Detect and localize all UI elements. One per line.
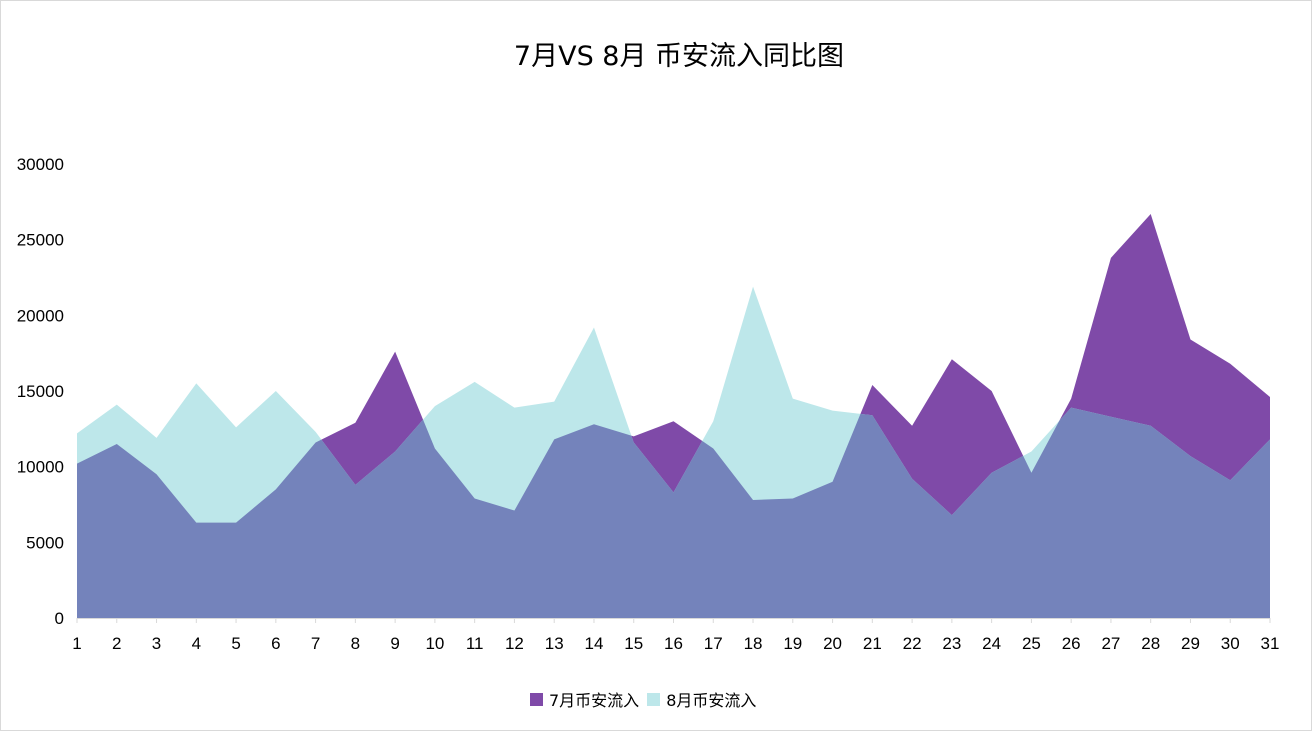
x-tick-label: 31 — [1261, 634, 1280, 653]
legend-label-july: 7月币安流入 — [549, 691, 640, 710]
x-tick-label: 20 — [823, 634, 842, 653]
y-tick-label: 0 — [55, 609, 64, 628]
y-tick-label: 30000 — [17, 155, 64, 174]
x-tick-label: 22 — [903, 634, 922, 653]
x-tick-label: 14 — [585, 634, 604, 653]
legend-swatch-august — [647, 692, 661, 706]
x-tick-label: 21 — [863, 634, 882, 653]
x-tick-label: 15 — [624, 634, 643, 653]
x-tick-label: 10 — [425, 634, 444, 653]
legend: 7月币安流入 8月币安流入 — [530, 687, 764, 711]
x-tick-label: 24 — [982, 634, 1001, 653]
x-tick-label: 30 — [1221, 634, 1240, 653]
x-tick-label: 8 — [351, 634, 360, 653]
x-tick-label: 17 — [704, 634, 723, 653]
chart-title: 7月VS 8月 币安流入同比图 — [513, 41, 845, 72]
x-tick-label: 18 — [744, 634, 763, 653]
x-tick-label: 9 — [390, 634, 399, 653]
x-tick-label: 27 — [1101, 634, 1120, 653]
x-tick-label: 3 — [152, 634, 161, 653]
y-tick-label: 25000 — [17, 231, 64, 250]
series-overlap-area — [77, 286, 1270, 618]
legend-item-july[interactable]: 7月币安流入 — [530, 687, 639, 711]
x-tick-label: 13 — [545, 634, 564, 653]
x-tick-label: 4 — [192, 634, 201, 653]
x-tick-label: 29 — [1181, 634, 1200, 653]
y-tick-label: 5000 — [26, 533, 64, 552]
legend-label-august: 8月币安流入 — [666, 691, 757, 710]
legend-item-august[interactable]: 8月币安流入 — [647, 687, 756, 711]
x-tick-label: 6 — [271, 634, 280, 653]
x-tick-label: 7 — [311, 634, 320, 653]
x-tick-label: 12 — [505, 634, 524, 653]
x-tick-label: 16 — [664, 634, 683, 653]
x-tick-label: 26 — [1062, 634, 1081, 653]
x-tick-label: 19 — [783, 634, 802, 653]
x-tick-label: 5 — [231, 634, 240, 653]
legend-swatch-july — [530, 692, 543, 706]
y-tick-label: 20000 — [17, 306, 64, 325]
x-tick-label: 2 — [112, 634, 121, 653]
x-tick-label: 1 — [72, 634, 81, 653]
x-tick-label: 11 — [466, 634, 484, 653]
y-tick-label: 10000 — [17, 458, 64, 477]
x-tick-label: 28 — [1141, 634, 1160, 653]
x-tick-label: 25 — [1022, 634, 1041, 653]
x-tick-label: 23 — [942, 634, 961, 653]
y-tick-label: 15000 — [17, 382, 64, 401]
